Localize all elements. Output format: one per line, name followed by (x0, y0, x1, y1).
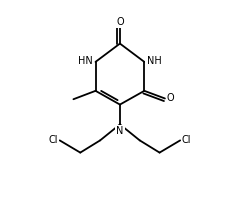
Text: N: N (116, 126, 124, 136)
Text: HN: HN (78, 56, 93, 66)
Text: O: O (167, 93, 174, 104)
Text: NH: NH (147, 56, 161, 66)
Text: Cl: Cl (48, 135, 58, 145)
Text: O: O (116, 17, 124, 27)
Text: Cl: Cl (182, 135, 191, 145)
